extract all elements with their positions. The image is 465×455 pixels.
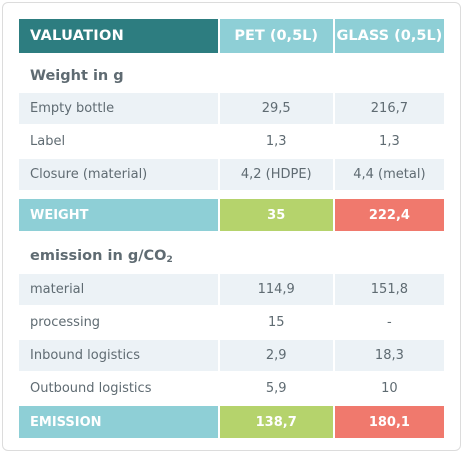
emission-section-title: emission in g/CO 2 — [19, 241, 443, 271]
weight-section-title-row: Weight in g — [19, 61, 444, 91]
emission-title-main: emission in g/CO — [30, 248, 167, 264]
weight-total-row: WEIGHT 35 222,4 — [19, 199, 444, 231]
row-pet-value: 15 — [267, 315, 285, 330]
row-pet-value: 114,9 — [219, 274, 333, 305]
row-pet-value: 2,9 — [219, 340, 333, 371]
row-glass-value: 216,7 — [334, 93, 444, 124]
row-glass-value: 151,8 — [334, 274, 444, 305]
emission-section-title-row: emission in g/CO 2 — [19, 241, 444, 271]
emission-title-subscript: 2 — [166, 255, 173, 265]
table-row: processing 15 - — [19, 307, 444, 338]
table-row: material 114,9 151,8 — [19, 274, 444, 305]
row-label: material — [19, 274, 218, 305]
table-row: Outbound logistics 5,9 10 — [19, 373, 444, 404]
header-pet: PET (0,5L) — [219, 19, 333, 53]
weight-total-label: WEIGHT — [19, 199, 218, 231]
emission-total-label: EMISSION — [19, 406, 218, 438]
table-header-row: VALUATION PET (0,5L) GLASS (0,5L) — [19, 19, 444, 53]
row-glass-value: 10 — [381, 381, 398, 396]
table-row: Inbound logistics 2,9 18,3 — [19, 340, 444, 371]
table-row: Label 1,3 1,3 — [19, 126, 444, 157]
header-glass: GLASS (0,5L) — [334, 19, 444, 53]
emission-total-glass: 180,1 — [334, 406, 444, 438]
row-label: Outbound logistics — [30, 381, 152, 396]
valuation-table: VALUATION PET (0,5L) GLASS (0,5L) Weight… — [2, 2, 461, 451]
row-pet-value: 1,3 — [265, 134, 287, 149]
row-pet-value: 5,9 — [265, 381, 287, 396]
row-glass-value: 4,4 (metal) — [334, 159, 444, 190]
row-glass-value: 1,3 — [379, 134, 400, 149]
header-valuation: VALUATION — [19, 19, 218, 53]
row-label: Inbound logistics — [19, 340, 218, 371]
emission-total-row: EMISSION 138,7 180,1 — [19, 406, 444, 438]
table-row: Empty bottle 29,5 216,7 — [19, 93, 444, 124]
row-pet-value: 4,2 (HDPE) — [219, 159, 333, 190]
row-pet-value: 29,5 — [219, 93, 333, 124]
row-label: Empty bottle — [19, 93, 218, 124]
table-row: Closure (material) 4,2 (HDPE) 4,4 (metal… — [19, 159, 444, 190]
weight-total-glass: 222,4 — [334, 199, 444, 231]
weight-total-pet: 35 — [219, 199, 333, 231]
row-label: Label — [30, 134, 66, 149]
row-label: processing — [30, 315, 101, 330]
emission-total-pet: 138,7 — [219, 406, 333, 438]
row-label: Closure (material) — [19, 159, 218, 190]
row-glass-value: 18,3 — [334, 340, 444, 371]
row-glass-value: - — [387, 315, 392, 330]
weight-section-title: Weight in g — [30, 68, 124, 84]
